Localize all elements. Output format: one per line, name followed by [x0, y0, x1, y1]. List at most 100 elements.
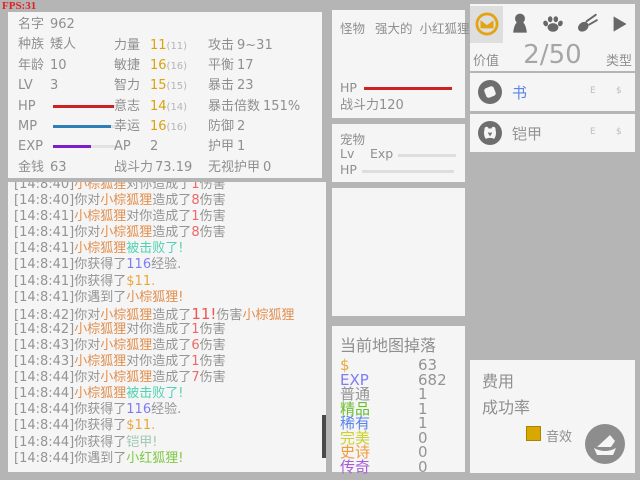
equip-button[interactable]: E: [590, 127, 596, 137]
stat-row: 战斗力 73.19: [114, 158, 192, 178]
character-icon: [507, 11, 533, 37]
log-segment: 伤害: [199, 354, 226, 370]
stat-label: HP: [18, 98, 36, 114]
stat-label: 年龄: [18, 57, 45, 73]
log-segment: 小棕狐狸: [100, 370, 153, 386]
stat-value: 14: [150, 98, 167, 114]
monster-panel: 怪物 强大的 小红狐狸 HP 战斗力120: [332, 10, 470, 118]
map-drops-rows: $63 EXP 682 普通 1 精品 1 稀有 1 完美 0 史诗 0 传奇 0: [332, 356, 465, 475]
monster-label: 怪物: [340, 21, 366, 36]
tab-pet[interactable]: [536, 6, 569, 43]
sort-by-type-button[interactable]: 类型: [605, 54, 632, 69]
log-scrollbar-thumb[interactable]: [322, 415, 326, 458]
stat-value: 矮人: [50, 37, 77, 53]
drop-row: 精品 1: [340, 401, 465, 418]
log-segment: 造成了: [152, 337, 192, 353]
stat-row: 名字 962: [18, 15, 117, 35]
sort-by-value-button[interactable]: 价值: [473, 54, 500, 69]
log-line: [14:8:43]你对小棕狐狸造成了6伤害: [14, 338, 319, 354]
log-segment: 对你造成了: [126, 182, 192, 192]
drop-label: $: [340, 356, 350, 374]
log-segment: 经验.: [151, 402, 182, 418]
log-segment: 小棕狐狸: [100, 193, 153, 209]
log-line: [14:8:41]你获得了116经验.: [14, 257, 319, 273]
log-segment: 对你造成了: [126, 209, 192, 225]
log-segment: [14:8:44]: [14, 402, 75, 418]
inventory-tabs-panel: 价值 2/50 类型: [470, 4, 635, 71]
stats-col2: 力量 11(11) 敏捷 16(16) 智力 15(15) 意志 14(14) 幸运 16(16)…: [114, 36, 192, 179]
stat-row: 智力 15(15): [114, 76, 192, 96]
log-segment: 造成了: [152, 225, 192, 241]
stat-label: 力量: [114, 37, 141, 53]
stat-label: 攻击: [208, 37, 235, 53]
drop-row: 稀有 1: [340, 414, 465, 432]
stat-value: 15: [150, 78, 167, 94]
stat-row: LV 3: [18, 76, 117, 96]
stat-label: AP: [114, 139, 131, 155]
tab-inventory[interactable]: [470, 6, 503, 43]
drop-row: $63: [340, 356, 465, 374]
forge-button[interactable]: [584, 423, 626, 465]
drop-label: 稀有: [340, 414, 371, 432]
log-segment: [14:8:44]: [14, 434, 75, 450]
log-segment: 经验.: [151, 257, 182, 273]
log-segment: 小棕狐狸: [74, 321, 127, 337]
stat-base-value: (14): [166, 101, 188, 113]
mp-bar: [53, 124, 117, 128]
stat-label: LV: [18, 78, 33, 94]
inventory-item[interactable]: 铠甲 E $: [470, 114, 635, 152]
log-segment: 你获得了: [74, 434, 127, 450]
stat-value: 17: [237, 57, 254, 73]
log-segment: 你对: [74, 193, 101, 209]
log-scrollbar[interactable]: [321, 182, 326, 472]
log-segment: 你对: [74, 307, 101, 322]
tab-skill[interactable]: [569, 6, 602, 43]
log-segment: [14:8:44]: [14, 418, 75, 434]
log-segment: [14:8:43]: [14, 337, 75, 353]
stat-row: 防御 2: [208, 117, 300, 137]
stat-label: 名字: [18, 17, 45, 32]
stat-label: 平衡: [208, 57, 235, 73]
play-icon: [606, 11, 632, 37]
stat-label: 敏捷: [114, 57, 141, 73]
monster-hp-bar: [363, 87, 452, 90]
hp-bar: [53, 104, 117, 108]
sound-checkbox[interactable]: [526, 426, 541, 441]
log-segment: 造成了: [152, 193, 192, 209]
tab-character[interactable]: [503, 6, 536, 43]
equip-button[interactable]: E: [590, 86, 596, 96]
log-segment: [14:8:44]: [14, 386, 75, 402]
log-segment: 你对: [74, 370, 101, 386]
log-segment: 你对: [74, 225, 101, 241]
inventory-item[interactable]: 书 E $: [470, 73, 635, 111]
stats-col1: 名字 962 种族 矮人 年龄 10 LV 3 HP MP EXP 金钱 63: [18, 15, 117, 178]
stat-value: 151%: [263, 98, 301, 114]
stat-value: 16: [150, 119, 167, 135]
log-segment: 小棕狐狸: [74, 354, 127, 370]
log-segment: 你获得了: [74, 257, 127, 273]
log-segment: 小红狐狸!: [126, 450, 184, 466]
sell-button[interactable]: $: [616, 86, 622, 96]
log-segment: 1: [191, 354, 200, 370]
sell-button[interactable]: $: [616, 127, 622, 137]
log-segment: 你获得了: [74, 418, 127, 434]
armor-icon: [477, 120, 503, 146]
log-segment: 被击败了!: [126, 241, 184, 257]
drop-row: 普通 1: [340, 385, 465, 403]
log-line: [14:8:42]你对小棕狐狸造成了11!伤害小棕狐狸: [14, 306, 319, 322]
display-panel: [332, 188, 465, 316]
stat-value: 23: [237, 78, 254, 94]
log-segment: 小棕狐狸: [100, 225, 153, 241]
forge-cost-label: 费用: [482, 372, 515, 391]
drop-value: 0: [418, 443, 428, 461]
tab-auto[interactable]: [602, 6, 635, 43]
drop-value: 0: [418, 428, 428, 447]
stat-row: 暴击倍数 151%: [208, 97, 300, 117]
anvil-icon: [584, 423, 626, 465]
log-line: [14:8:44]你获得了116经验.: [14, 402, 319, 418]
sound-label: 音效: [546, 430, 573, 445]
drop-label: 史诗: [340, 443, 371, 461]
log-line: [14:8:41]小棕狐狸对你造成了1伤害: [14, 209, 319, 225]
drop-value: 1: [418, 385, 428, 403]
